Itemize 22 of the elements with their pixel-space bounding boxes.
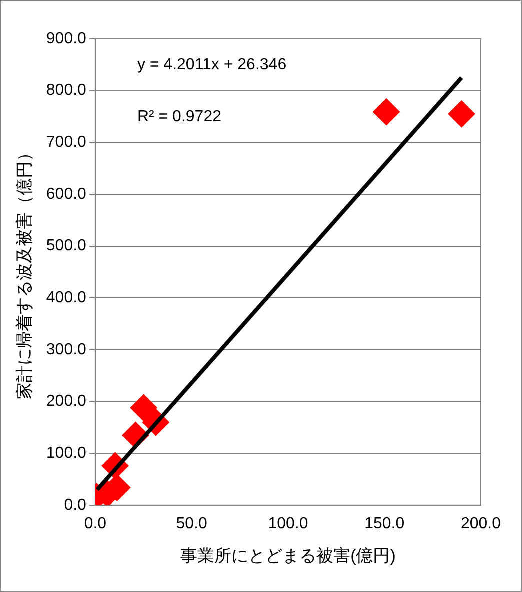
y-tick-label: 100.0 [46,444,87,462]
x-tick-label: 50.0 [176,515,208,532]
y-tick-label: 200.0 [46,393,87,410]
y-tick-label: 400.0 [46,290,87,307]
y-tick-label: 900.0 [46,30,87,48]
x-axis-title: 事業所にとどまる被害(億円) [180,546,396,566]
y-tick-label: 0.0 [64,496,87,514]
x-tick-label: 200.0 [460,515,502,532]
point [373,98,400,126]
point [130,394,158,422]
x-tick-label: 100.0 [268,515,308,532]
annotation: y = 4.2011x + 26.346 [137,56,287,74]
y-axis-title: 家計に帰着する波及被害（億円） [14,144,34,400]
y-tick-label: 500.0 [46,238,87,255]
point [448,100,476,128]
y-tick-label: 800.0 [46,82,87,100]
y-tick-label: 600.0 [46,186,87,203]
y-tick-label: 700.0 [46,134,87,152]
x-tick-label: 150.0 [364,515,405,532]
y-tick-label: 300.0 [46,341,87,358]
x-tick-label: 0.0 [84,515,107,532]
annotation: R² = 0.9722 [137,108,222,126]
